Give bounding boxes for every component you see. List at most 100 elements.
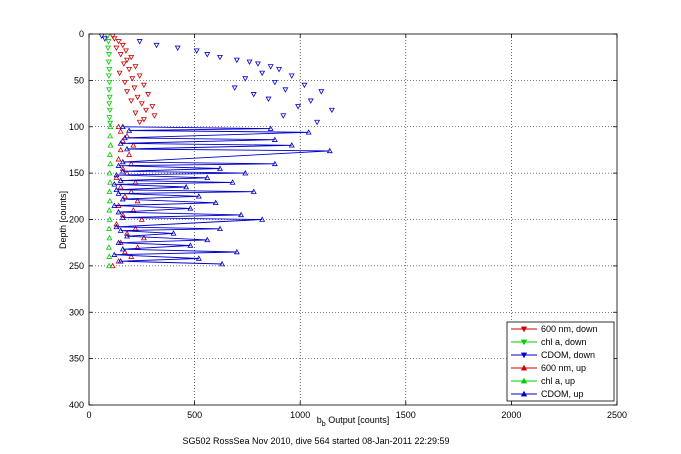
y-tick-label: 50 [74,75,84,85]
data-point [119,165,126,171]
data-point [119,137,126,143]
data-point [282,87,289,93]
data-point [219,260,226,267]
data-point [212,199,219,206]
data-point [267,125,274,131]
data-point [136,119,143,126]
data-point [132,110,139,116]
data-point [107,120,114,127]
x-tick-label: 2500 [607,410,627,420]
data-point [106,216,113,222]
data-point [113,221,120,227]
data-point [131,85,138,91]
data-point [111,181,118,187]
data-point [259,70,266,77]
data-point [124,57,130,64]
data-point [280,113,287,119]
data-point [113,45,120,52]
legend-box [506,321,615,402]
data-point [101,36,108,42]
data-point [121,79,128,86]
data-point [109,262,116,269]
data-point [238,211,245,218]
data-point [233,248,240,255]
y-tick-label: 300 [69,307,84,317]
data-point [233,57,240,64]
data-point [107,179,114,185]
data-point [115,39,122,45]
data-point [250,92,257,98]
data-point [140,234,147,241]
data-point [271,160,278,167]
data-point [126,127,133,133]
data-point [204,52,211,58]
data-point [117,128,124,134]
data-point [106,107,113,114]
data-point [328,107,335,114]
data-point [113,174,120,181]
data-point [128,54,135,61]
legend-swatch-marker [520,390,528,397]
data-point [143,107,150,114]
data-point [134,197,141,204]
data-point [117,227,124,233]
data-point [121,193,128,199]
legend: 600 nm, down chl a, down CDOM, down 600 nm,… [506,321,615,402]
data-point [105,45,111,52]
legend-entry: chl a, down [541,337,587,347]
data-point [193,48,200,54]
data-point [124,89,130,95]
data-point [106,52,113,58]
data-point [105,39,112,45]
data-point [120,61,127,67]
data-point [115,123,122,129]
x-axis-label-subscript: b [322,421,326,428]
data-point [295,104,302,110]
data-point [106,87,113,93]
data-point [128,98,135,104]
data-point [140,82,147,89]
data-point [267,64,274,70]
data-point [216,165,223,171]
legend-entry: 600 nm, down [541,324,598,334]
series-layer [98,33,335,269]
series-2 [98,33,335,126]
data-point [115,239,122,245]
data-point [106,151,113,157]
x-tick-label: 0 [86,410,91,420]
data-point [136,73,143,79]
data-point [117,146,124,153]
data-point [242,170,249,176]
data-point [216,225,223,232]
data-point [106,79,113,86]
data-point [117,258,124,264]
legend-entry: CDOM, down [541,350,595,360]
data-point [105,244,112,250]
y-tick-label: 400 [69,400,84,410]
data-point [115,208,122,215]
data-point [307,98,314,104]
data-point [105,59,112,65]
data-point [149,104,156,110]
data-point [116,70,123,77]
axis-ticks: 0 500 1000 1500 2000 2500 0 50 100 150 200 250 300 35… [69,29,627,420]
series-0 [109,33,158,126]
data-point [288,73,295,79]
data-point [130,142,137,148]
data-point [117,52,124,58]
data-point [111,36,118,42]
data-point [107,132,114,139]
data-point [126,67,133,73]
data-point [117,183,124,190]
data-point [111,202,118,208]
grid-lines [89,34,617,405]
data-point [254,61,261,67]
legend-swatch-marker [520,352,528,359]
data-point [126,151,133,157]
data-point [122,48,129,54]
data-point [106,94,113,101]
data-point [119,214,126,220]
legend-entry: CDOM, up [541,389,584,399]
y-tick-label: 200 [69,215,84,225]
data-point [301,82,308,89]
